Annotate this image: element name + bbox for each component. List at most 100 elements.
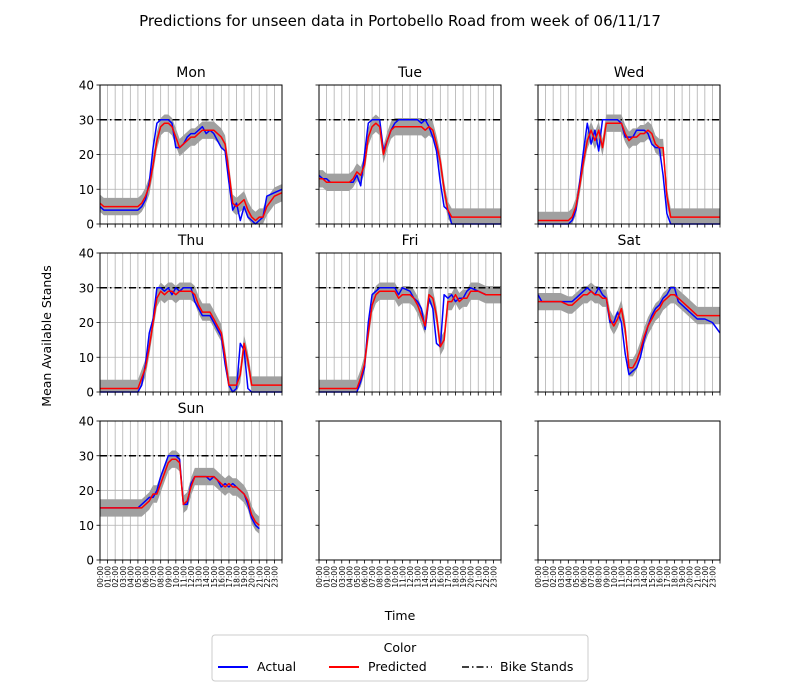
figure-title: Predictions for unseen data in Portobell… <box>139 12 661 30</box>
x-tick-label: 01:00 <box>323 566 332 588</box>
x-tick-label: 08:00 <box>376 566 385 588</box>
x-tick-label: 16:00 <box>655 566 664 588</box>
x-tick-label: 01:00 <box>542 566 551 588</box>
x-tick-label: 02:00 <box>330 566 339 588</box>
x-tick-label: 11:00 <box>179 566 188 588</box>
x-tick-label: 03:00 <box>338 566 347 588</box>
legend-title: Color <box>384 640 417 655</box>
x-tick-label: 19:00 <box>459 566 468 588</box>
y-tick-label: 20 <box>79 316 94 330</box>
x-tick-label: 21:00 <box>255 566 264 588</box>
subplot-empty-7: 00:0001:0002:0003:0004:0005:0006:0007:00… <box>315 420 502 588</box>
x-tick-label: 03:00 <box>119 566 128 588</box>
x-tick-label: 21:00 <box>474 566 483 588</box>
x-tick-label: 19:00 <box>240 566 249 588</box>
x-tick-label: 18:00 <box>452 566 461 588</box>
x-tick-label: 05:00 <box>572 566 581 588</box>
x-tick-label: 08:00 <box>595 566 604 588</box>
legend-label-predicted: Predicted <box>368 659 427 674</box>
predicted-series-line <box>319 290 501 390</box>
x-tick-label: 10:00 <box>610 566 619 588</box>
y-tick-label: 30 <box>79 449 94 463</box>
x-tick-label: 14:00 <box>202 566 211 588</box>
x-tick-label: 07:00 <box>587 566 596 588</box>
x-tick-label: 01:00 <box>104 566 113 588</box>
x-tick-label: 19:00 <box>678 566 687 588</box>
predicted-series-line <box>538 290 720 369</box>
x-tick-label: 12:00 <box>406 566 415 588</box>
x-tick-label: 18:00 <box>671 566 680 588</box>
x-tick-label: 23:00 <box>489 566 498 588</box>
subplot-empty-8: 00:0001:0002:0003:0004:0005:0006:0007:00… <box>534 420 721 588</box>
y-tick-label: 30 <box>79 281 94 295</box>
subplot-title: Thu <box>177 233 204 249</box>
x-tick-label: 08:00 <box>157 566 166 588</box>
x-tick-label: 13:00 <box>414 566 423 588</box>
subplot-title: Wed <box>614 65 645 81</box>
subplot-thu: Thu 0 10 20 30 40 <box>79 233 283 400</box>
x-tick-label: 04:00 <box>345 566 354 588</box>
y-tick-label: 40 <box>79 247 94 261</box>
predicted-series-line <box>100 290 282 390</box>
x-tick-label: 06:00 <box>580 566 589 588</box>
y-tick-label: 10 <box>79 519 94 533</box>
x-tick-label: 14:00 <box>421 566 430 588</box>
prediction-band <box>319 114 501 224</box>
x-tick-label: 15:00 <box>429 566 438 588</box>
x-tick-label: 17:00 <box>663 566 672 588</box>
subplot-sat: Sat <box>534 233 721 396</box>
y-tick-label: 20 <box>79 148 94 162</box>
x-tick-label: 15:00 <box>648 566 657 588</box>
predicted-series-line <box>319 122 501 218</box>
x-tick-label: 05:00 <box>353 566 362 588</box>
x-tick-label: 22:00 <box>263 566 272 588</box>
y-axis-label: Mean Available Stands <box>39 265 54 406</box>
x-tick-label: 23:00 <box>708 566 717 588</box>
legend-label-actual: Actual <box>257 659 296 674</box>
subplot-tue: Tue <box>315 65 502 228</box>
x-tick-label: 06:00 <box>361 566 370 588</box>
actual-series-line <box>537 287 721 376</box>
subplot-title: Mon <box>176 65 206 81</box>
x-tick-label: 13:00 <box>195 566 204 588</box>
axes-frame <box>537 420 721 561</box>
subplot-title: Sat <box>618 233 641 249</box>
x-tick-label: 22:00 <box>701 566 710 588</box>
x-tick-label: 07:00 <box>368 566 377 588</box>
y-tick-label: 30 <box>79 113 94 127</box>
subplot-title: Sun <box>178 401 205 417</box>
x-tick-label: 12:00 <box>625 566 634 588</box>
x-tick-label: 16:00 <box>436 566 445 588</box>
y-tick-label: 20 <box>79 484 94 498</box>
x-tick-label: 02:00 <box>111 566 120 588</box>
x-tick-label: 15:00 <box>210 566 219 588</box>
x-tick-label: 02:00 <box>549 566 558 588</box>
x-tick-label: 21:00 <box>693 566 702 588</box>
x-tick-label: 13:00 <box>633 566 642 588</box>
x-tick-label: 09:00 <box>602 566 611 588</box>
x-tick-label: 04:00 <box>564 566 573 588</box>
y-tick-label: 40 <box>79 79 94 93</box>
x-tick-label: 16:00 <box>217 566 226 588</box>
prediction-band <box>100 450 260 534</box>
x-tick-label: 14:00 <box>640 566 649 588</box>
x-tick-label: 20:00 <box>467 566 476 588</box>
legend-frame <box>211 634 589 682</box>
x-tick-label: 20:00 <box>248 566 257 588</box>
x-tick-label: 12:00 <box>187 566 196 588</box>
x-tick-label: 23:00 <box>270 566 279 588</box>
y-tick-label: 0 <box>86 386 94 400</box>
x-tick-label: 05:00 <box>134 566 143 588</box>
x-tick-label: 18:00 <box>233 566 242 588</box>
legend: Color Actual Predicted Bike Stands <box>211 634 589 682</box>
x-tick-label: 10:00 <box>172 566 181 588</box>
x-tick-label: 11:00 <box>398 566 407 588</box>
subplot-fri: Fri <box>315 233 502 396</box>
subplot-sun: Sun 0 10 20 30 40 00:0001:0002:0003:0004:0005:… <box>79 401 283 588</box>
x-tick-label: 20:00 <box>686 566 695 588</box>
x-tick-label: 17:00 <box>444 566 453 588</box>
y-tick-label: 0 <box>86 554 94 568</box>
x-tick-label: 09:00 <box>164 566 173 588</box>
x-tick-label: 06:00 <box>142 566 151 588</box>
